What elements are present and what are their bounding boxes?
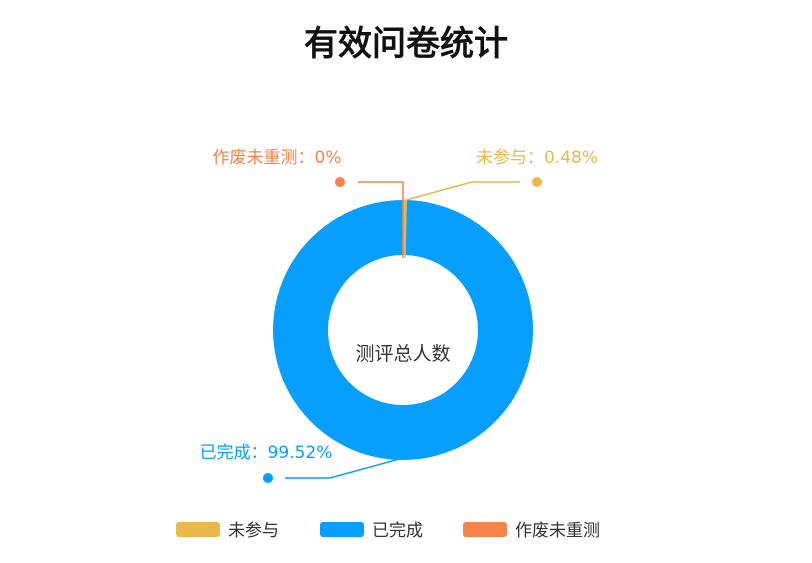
legend-swatch-not-participated[interactable] bbox=[176, 522, 220, 537]
data-label-completed: 已完成：99.52% bbox=[200, 443, 333, 463]
legend-item-voided[interactable]: 作废未重测 bbox=[515, 521, 600, 541]
legend-item-completed[interactable]: 已完成 bbox=[372, 521, 423, 541]
data-label-voided: 作废未重测：0% bbox=[213, 148, 342, 168]
center-label: 测评总人数 bbox=[355, 343, 450, 365]
legend-swatch-voided[interactable] bbox=[463, 522, 507, 537]
legend-swatch-completed[interactable] bbox=[320, 522, 364, 537]
leader-dot-completed bbox=[263, 473, 273, 483]
data-labels: 未参与：0.48% 已完成：99.52% 作废未重测：0% bbox=[200, 148, 598, 463]
leader-line-completed bbox=[285, 457, 404, 479]
leader-line-not-participated bbox=[404, 181, 520, 259]
legend-item-not-participated[interactable]: 未参与 bbox=[228, 521, 279, 541]
leader-dot-voided bbox=[335, 177, 345, 187]
legend: 未参与 已完成 作废未重测 bbox=[176, 521, 600, 541]
slice-completed[interactable] bbox=[273, 200, 534, 461]
leader-dot-not-participated bbox=[532, 177, 542, 187]
chart-title: 有效问卷统计 bbox=[304, 24, 508, 64]
slices bbox=[263, 177, 542, 483]
leader-line-voided bbox=[358, 181, 404, 258]
data-label-not-participated: 未参与：0.48% bbox=[476, 148, 598, 168]
